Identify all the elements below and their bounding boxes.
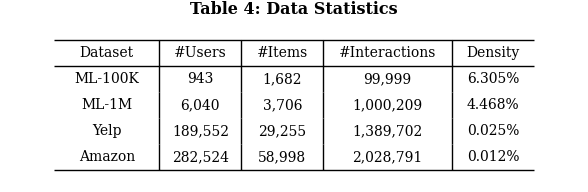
Title: Table 4: Data Statistics: Table 4: Data Statistics bbox=[190, 1, 398, 18]
